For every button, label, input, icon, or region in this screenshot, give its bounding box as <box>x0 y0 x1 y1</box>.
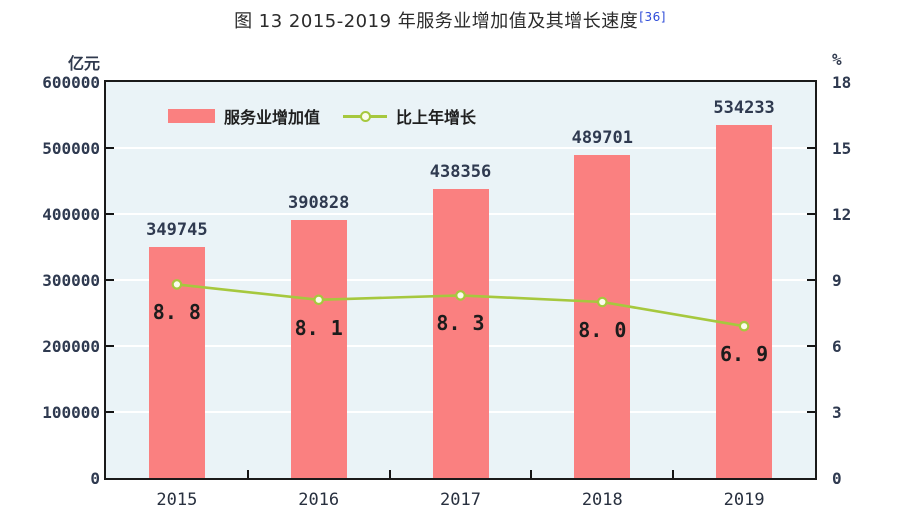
left-tick-label-300000: 300000 <box>42 271 100 290</box>
chart-title-text: 图 13 2015-2019 年服务业增加值及其增长速度 <box>234 11 639 32</box>
right-tick-label-15: 15 <box>832 139 852 158</box>
bar-2018 <box>574 154 631 478</box>
chart-title: 图 13 2015-2019 年服务业增加值及其增长速度[36] <box>0 7 900 33</box>
bar-value-label-2017: 438356 <box>429 161 492 182</box>
x-label-2019: 2019 <box>723 490 765 510</box>
x-axis-tick <box>246 470 249 478</box>
left-tick-label-200000: 200000 <box>42 337 100 356</box>
left-axis-tick <box>106 147 114 149</box>
right-axis-unit: % <box>832 50 842 69</box>
growth-value-label-2019: 6. 9 <box>720 342 769 367</box>
growth-value-label-2017: 8. 3 <box>436 311 485 336</box>
growth-value-label-2018: 8. 0 <box>578 318 627 342</box>
left-tick-label-0: 0 <box>90 469 100 488</box>
growth-marker-2019 <box>738 320 750 332</box>
x-label-2018: 2018 <box>581 490 623 510</box>
bar-value-label-2015: 349745 <box>146 220 208 241</box>
left-axis-tick <box>106 279 114 281</box>
footnote-ref-link[interactable]: [36] <box>639 10 666 24</box>
growth-marker-2017 <box>455 290 466 301</box>
growth-marker-2015 <box>171 279 183 290</box>
right-tick-label-18: 18 <box>832 73 852 92</box>
x-label-2016: 2016 <box>298 490 340 510</box>
left-axis-unit: 亿元 <box>67 54 100 73</box>
bar-2019 <box>716 125 773 478</box>
right-axis-tick <box>807 147 815 149</box>
right-axis-tick <box>807 213 815 215</box>
left-axis-tick <box>106 411 114 413</box>
growth-marker-2018 <box>596 296 608 308</box>
x-label-2017: 2017 <box>440 490 481 510</box>
left-tick-label-500000: 500000 <box>42 139 100 158</box>
right-tick-label-9: 9 <box>832 271 842 290</box>
growth-value-label-2015: 8. 8 <box>152 300 201 325</box>
bar-value-label-2019: 534233 <box>713 98 775 119</box>
growth-line-series <box>171 279 750 332</box>
x-axis-tick <box>530 470 533 478</box>
right-tick-label-3: 3 <box>832 403 842 422</box>
gridline <box>106 147 815 149</box>
right-tick-label-12: 12 <box>832 205 852 224</box>
left-axis-tick <box>106 345 114 347</box>
bar-value-label-2016: 390828 <box>287 193 350 214</box>
right-axis-tick <box>807 411 815 413</box>
right-tick-label-6: 6 <box>832 337 842 356</box>
plot-area: 服务业增加值 比上年增长 349745 390828 438356 489701 534… <box>104 80 817 480</box>
bar-2016 <box>290 220 347 478</box>
legend-bar-label: 服务业增加值 <box>224 108 321 127</box>
growth-value-label-2016: 8. 1 <box>294 315 343 340</box>
right-axis-tick <box>807 279 815 281</box>
right-tick-label-0: 0 <box>832 469 842 488</box>
legend-bar-swatch <box>168 109 215 123</box>
growth-marker-2016 <box>313 294 324 306</box>
left-tick-label-600000: 600000 <box>42 73 100 92</box>
bar-value-label-2018: 489701 <box>571 127 633 148</box>
legend-line-marker-icon <box>360 110 372 122</box>
right-axis-tick <box>807 345 815 347</box>
left-tick-label-400000: 400000 <box>42 205 100 224</box>
x-axis-tick <box>388 470 391 478</box>
x-axis-tick <box>672 470 675 478</box>
legend-line-swatch <box>343 110 388 122</box>
left-tick-label-100000: 100000 <box>42 403 100 422</box>
x-label-2015: 2015 <box>156 490 198 510</box>
left-axis-tick <box>106 213 114 215</box>
bar-2017 <box>432 188 489 478</box>
chart-legend: 服务业增加值 比上年增长 <box>168 104 476 128</box>
legend-line-label: 比上年增长 <box>396 108 477 127</box>
